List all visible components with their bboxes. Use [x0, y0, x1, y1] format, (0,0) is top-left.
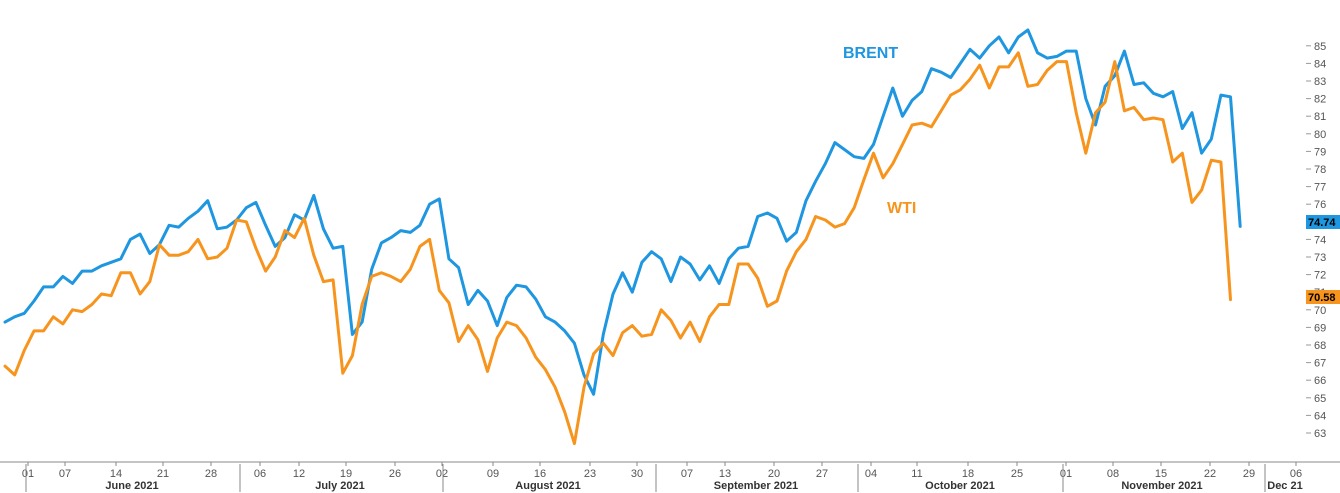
x-day-label: 19	[340, 468, 352, 480]
wti-last-value-box	[1306, 290, 1340, 304]
x-day-label: 25	[1011, 468, 1023, 480]
x-day-label: 14	[110, 468, 122, 480]
y-tick-label: 81	[1314, 111, 1326, 123]
y-tick-label: 77	[1314, 182, 1326, 194]
x-day-label: 21	[157, 468, 169, 480]
y-tick-label: 70	[1314, 305, 1326, 317]
y-tick-label: 78	[1314, 164, 1326, 176]
x-day-label: 28	[205, 468, 217, 480]
y-tick-label: 82	[1314, 94, 1326, 106]
x-day-label: 18	[962, 468, 974, 480]
x-day-label: 12	[293, 468, 305, 480]
brent-line	[3, 28, 1242, 396]
brent-last-value: 74.74	[1308, 217, 1336, 229]
y-tick-label: 83	[1314, 76, 1326, 88]
x-day-label: 07	[681, 468, 693, 480]
y-axis: 6364656667686970717273747576777879808182…	[1306, 41, 1326, 440]
x-month-label: August 2021	[515, 480, 580, 492]
x-day-label: 07	[59, 468, 71, 480]
x-day-label: 23	[584, 468, 596, 480]
x-day-label: 20	[768, 468, 780, 480]
x-day-label: 26	[389, 468, 401, 480]
wti-series-label: WTI	[887, 200, 916, 217]
y-tick-label: 66	[1314, 375, 1326, 387]
y-tick-label: 72	[1314, 270, 1326, 282]
x-month-label: October 2021	[925, 480, 995, 492]
x-day-label: 06	[1290, 468, 1302, 480]
x-day-label: 15	[1155, 468, 1167, 480]
x-day-label: 06	[254, 468, 266, 480]
y-tick-label: 73	[1314, 252, 1326, 264]
y-tick-label: 85	[1314, 41, 1326, 53]
brent-series-label: BRENT	[843, 45, 898, 62]
y-tick-label: 84	[1314, 58, 1326, 70]
y-tick-label: 64	[1314, 410, 1326, 422]
x-day-label: 22	[1204, 468, 1216, 480]
x-day-label: 30	[631, 468, 643, 480]
y-tick-label: 74	[1314, 234, 1326, 246]
x-month-label: July 2021	[315, 480, 365, 492]
x-day-label: 01	[22, 468, 34, 480]
x-day-label: 27	[816, 468, 828, 480]
x-day-label: 01	[1060, 468, 1072, 480]
y-tick-label: 69	[1314, 322, 1326, 334]
x-day-label: 08	[1107, 468, 1119, 480]
wti-line	[3, 51, 1232, 446]
y-tick-label: 67	[1314, 358, 1326, 370]
x-axis: 01 07 14 21 28 06 12 19 26 02 09 16 23 30 07 13 20 27 04 11…	[0, 461, 1340, 492]
x-day-label: 11	[911, 468, 922, 480]
x-day-label: 16	[534, 468, 546, 480]
y-tick-label: 65	[1314, 393, 1326, 405]
brent-last-value-box	[1306, 215, 1340, 229]
x-month-label: November 2021	[1121, 480, 1202, 492]
x-day-label: 29	[1243, 468, 1255, 480]
x-day-label: 02	[436, 468, 448, 480]
wti-last-value-tag: 70.58	[1306, 290, 1340, 304]
x-day-label: 09	[487, 468, 499, 480]
series-lines	[3, 28, 1242, 446]
x-day-label: 13	[719, 468, 731, 480]
y-tick-label: 80	[1314, 129, 1326, 141]
y-tick-label: 76	[1314, 199, 1326, 211]
x-month-label: Dec 21	[1267, 480, 1302, 492]
x-month-label: June 2021	[105, 480, 158, 492]
y-tick-label: 68	[1314, 340, 1326, 352]
y-tick-label: 63	[1314, 428, 1326, 440]
wti-last-value: 70.58	[1308, 292, 1336, 304]
brent-last-value-tag: 74.74	[1306, 215, 1340, 229]
x-day-label: 04	[865, 468, 877, 480]
y-tick-label: 79	[1314, 146, 1326, 158]
x-month-label: September 2021	[714, 480, 798, 492]
